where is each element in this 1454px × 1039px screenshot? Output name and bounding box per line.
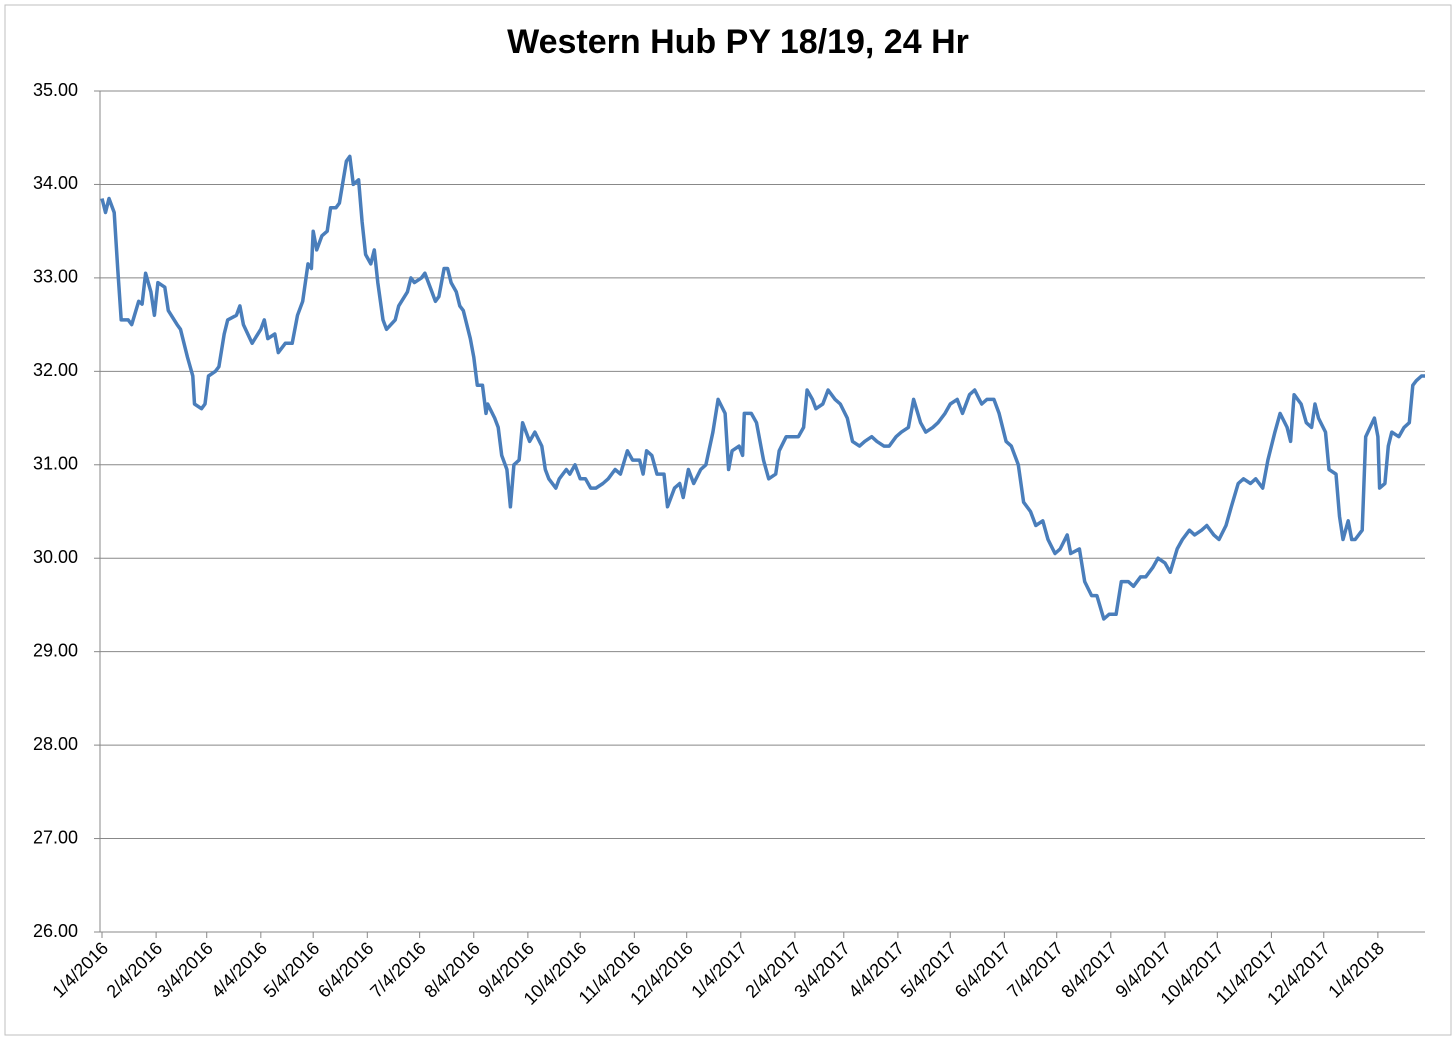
y-tick-label: 27.00 [33,827,78,847]
y-tick-label: 30.00 [33,547,78,567]
line-series [100,154,1425,621]
chart-border [4,4,1452,1036]
y-tick-label: 35.00 [33,80,78,100]
y-tick-label: 28.00 [33,734,78,754]
y-tick-label: 32.00 [33,360,78,380]
y-tick-label: 34.00 [33,173,78,193]
chart-title: Western Hub PY 18/19, 24 Hr [507,23,969,61]
y-tick-label: 33.00 [33,267,78,287]
y-tick-label: 26.00 [33,921,78,941]
y-tick-label: 29.00 [33,640,78,660]
y-tick-label: 31.00 [33,454,78,474]
